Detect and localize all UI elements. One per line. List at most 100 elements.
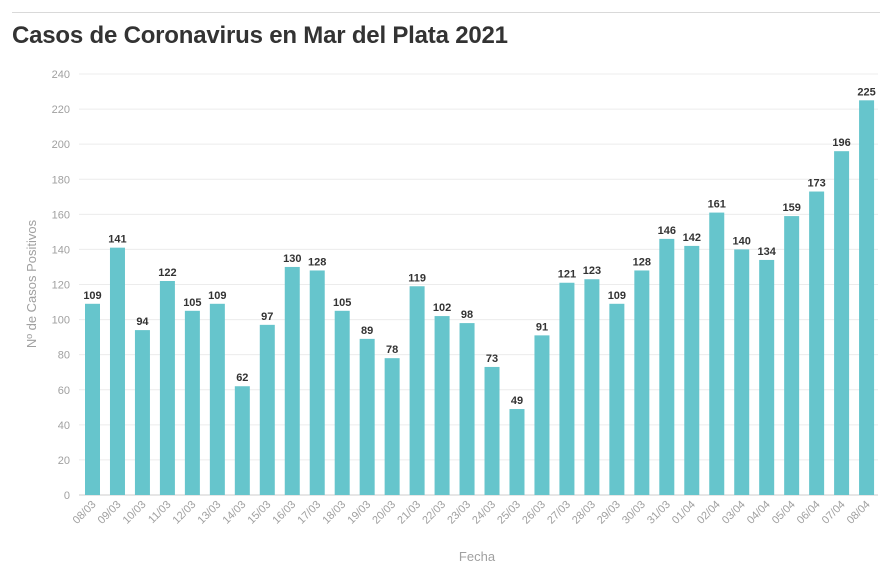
data-label: 109 [608,290,626,302]
bar [109,247,125,495]
x-axis-title: Fecha [459,549,496,564]
y-tick-label: 40 [58,420,70,432]
y-tick-label: 20 [58,455,70,467]
data-label: 142 [683,232,701,244]
x-tick-label: 13/03 [196,499,224,527]
y-axis-title: Nº de Casos Positivos [24,219,39,348]
x-tick-label: 19/03 [345,499,373,527]
data-label: 49 [511,395,523,407]
bar [334,310,350,495]
y-tick-label: 220 [52,104,70,116]
data-label: 98 [461,309,473,321]
x-tick-label: 25/03 [495,499,523,527]
data-label: 73 [486,353,498,365]
bar [809,191,825,495]
y-tick-label: 140 [52,244,70,256]
data-label: 134 [758,246,777,258]
data-label: 128 [308,256,326,268]
x-tick-label: 01/04 [670,499,698,527]
y-tick-label: 200 [52,139,70,151]
data-label: 105 [183,297,201,309]
bar [784,216,800,495]
x-tick-label: 08/03 [71,499,99,527]
y-tick-label: 180 [52,174,70,186]
data-label: 161 [708,199,726,211]
x-tick-label: 30/03 [620,499,648,527]
y-tick-label: 0 [64,490,70,502]
x-tick-label: 10/03 [121,499,149,527]
y-tick-label: 240 [52,69,70,81]
y-tick-label: 100 [52,315,70,327]
y-tick-label: 60 [58,385,70,397]
bar [434,316,450,495]
y-tick-label: 120 [52,280,70,292]
data-label: 119 [408,272,426,284]
data-label: 123 [583,265,601,277]
bar [609,303,625,495]
bar [584,279,600,495]
bar [834,151,850,495]
bar [159,280,175,495]
x-tick-label: 27/03 [545,499,573,527]
bar [534,335,550,495]
x-tick-label: 05/04 [770,499,798,527]
data-label: 121 [558,269,576,281]
x-tick-label: 22/03 [420,499,448,527]
x-tick-label: 04/04 [745,499,773,527]
bar [259,324,275,495]
x-tick-label: 23/03 [445,499,473,527]
x-tick-label: 24/03 [470,499,498,527]
data-label: 109 [83,290,101,302]
x-tick-label: 28/03 [570,499,598,527]
bar [359,338,375,495]
bar [484,366,500,495]
bar [409,286,425,495]
x-tick-label: 09/03 [96,499,124,527]
data-label: 102 [433,302,451,314]
x-tick-label: 03/04 [720,499,748,527]
bar [309,270,325,495]
bar [759,259,775,495]
x-tick-label: 02/04 [695,499,723,527]
x-tick-label: 06/04 [795,499,823,527]
x-tick-label: 08/04 [845,499,873,527]
data-label: 89 [361,325,373,337]
data-label: 128 [633,256,651,268]
x-tick-label: 15/03 [245,499,273,527]
bar [634,270,650,495]
data-label: 173 [807,178,825,190]
x-tick-label: 29/03 [595,499,623,527]
y-tick-label: 80 [58,350,70,362]
data-label: 196 [832,137,850,149]
data-label: 225 [857,86,875,98]
x-tick-label: 18/03 [320,499,348,527]
data-label: 97 [261,311,273,323]
data-label: 78 [386,344,398,356]
bar [709,212,725,495]
x-tick-label: 26/03 [520,499,548,527]
x-tick-label: 20/03 [370,499,398,527]
data-label: 159 [782,202,800,214]
data-label: 109 [208,290,226,302]
bar [234,386,250,495]
data-label: 122 [158,267,176,279]
x-tick-label: 12/03 [171,499,199,527]
data-label: 91 [536,321,548,333]
bar [284,266,300,495]
data-label: 141 [108,234,126,246]
x-tick-label: 21/03 [395,499,423,527]
chart-title: Casos de Coronavirus en Mar del Plata 20… [12,22,508,49]
bar [734,249,750,495]
x-tick-label: 16/03 [270,499,298,527]
bar [209,303,225,495]
bar [509,409,525,495]
data-label: 130 [283,253,301,265]
bar [684,245,700,495]
y-tick-label: 160 [52,209,70,221]
bar [134,330,150,495]
data-label: 140 [733,235,751,247]
bar [384,358,400,495]
bar [85,303,100,495]
data-label: 146 [658,225,676,237]
